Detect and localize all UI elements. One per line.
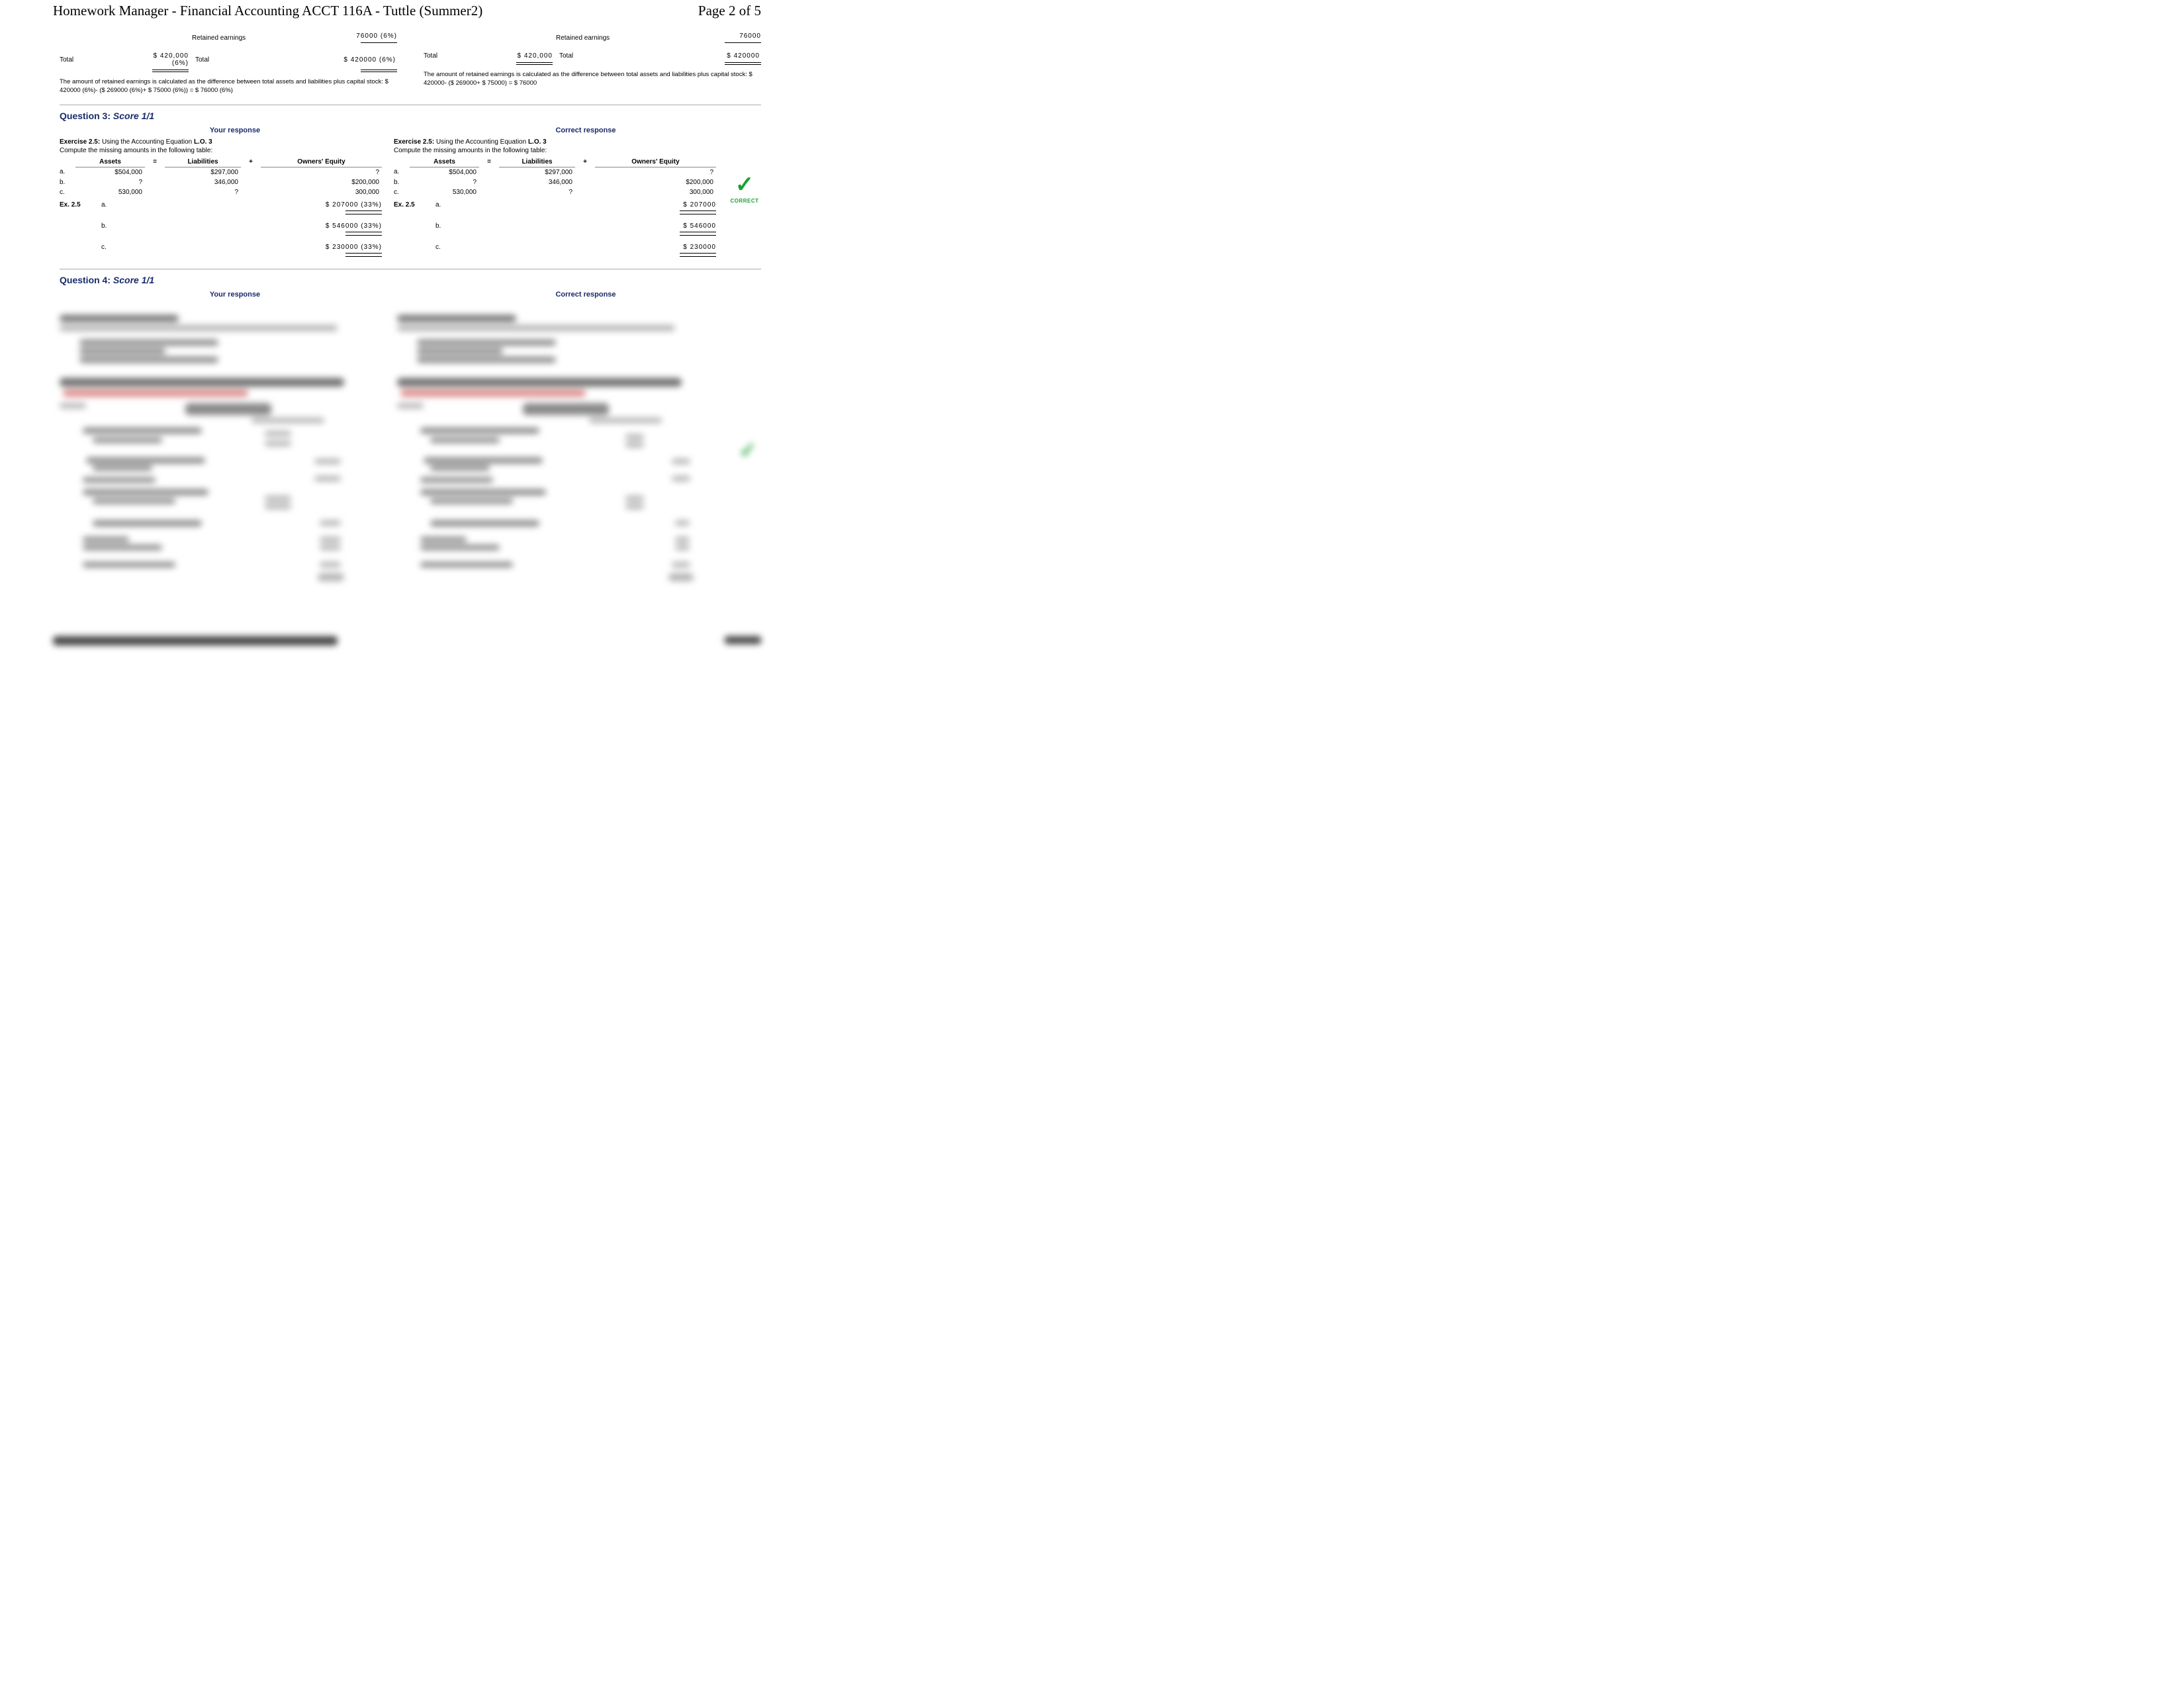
ex-text: Using the Accounting Equation: [436, 138, 526, 146]
q4-correct-mark: ✓: [731, 312, 764, 463]
q3-header: Question 3: Score 1/1: [60, 111, 761, 121]
q4-header: Question 4: Score 1/1: [60, 275, 761, 285]
th-eq: =: [145, 157, 165, 167]
footer-left-blob: [53, 636, 338, 645]
table-row: b.?346,000$200,000: [394, 177, 716, 187]
th-assets-r: Assets: [410, 157, 479, 167]
footer-right-blob: [725, 636, 761, 644]
exercise-line-l: Exercise 2.5: Using the Accounting Equat…: [60, 138, 382, 146]
table-row: c.530,000?300,000: [60, 187, 382, 197]
footer-blurred: [53, 636, 761, 648]
exercise-line-r: Exercise 2.5: Using the Accounting Equat…: [394, 138, 716, 146]
total-label-l2: Total: [189, 56, 242, 64]
th-liab: Liabilities: [165, 157, 241, 167]
q3-title: Question 3:: [60, 111, 111, 121]
table-row: c.530,000?300,000: [394, 187, 716, 197]
checkmark-icon: ✓: [728, 171, 761, 198]
note-left: The amount of retained earnings is calcu…: [60, 78, 397, 95]
table-row: b.?346,000$200,000: [60, 177, 382, 187]
q4-blur-left: [56, 312, 394, 463]
table-row: a.$504,000$297,000?: [60, 167, 382, 177]
total-label-l: Total: [60, 56, 136, 64]
total-rval-l: $ 420000 (6%): [343, 56, 396, 64]
total-label-r: Total: [424, 52, 500, 60]
content-area: Retained earnings 76000 (6%) Total $ 420…: [60, 32, 761, 616]
re-label-r: Retained earnings: [424, 34, 695, 42]
th-plus: +: [241, 157, 261, 167]
page-title: Homework Manager - Financial Accounting …: [53, 3, 482, 19]
re-row-left: Retained earnings 76000 (6%): [60, 32, 397, 43]
th-plus-r: +: [575, 157, 595, 167]
re-label: Retained earnings: [60, 34, 331, 42]
th-eq-r: =: [479, 157, 499, 167]
blur-overlay: ✓: [56, 312, 764, 623]
ex-prefix: Exercise 2.5:: [394, 138, 434, 146]
dbl-underline: [516, 62, 553, 63]
compute-line-l: Compute the missing amounts in the follo…: [60, 147, 382, 154]
eq-table-right: Assets = Liabilities + Owners' Equity a.…: [394, 157, 716, 197]
correct-response-label: Correct response: [410, 126, 761, 134]
q2-tail: Retained earnings 76000 (6%) Total $ 420…: [60, 32, 761, 95]
q4-response-labels: Your response Correct response: [60, 291, 761, 299]
total-label-r2: Total: [553, 52, 606, 60]
q4-title: Question 4:: [60, 275, 111, 285]
q4-your-response-label: Your response: [60, 291, 410, 299]
total-row-right: Total $ 420,000 Total $ 420000: [424, 43, 761, 60]
dbl-underline: [725, 62, 761, 63]
ex-text: Using the Accounting Equation: [102, 138, 192, 146]
q4-blurred-content: ✓: [60, 305, 761, 616]
q3-score: Score 1/1: [113, 111, 154, 121]
response-labels: Your response Correct response: [60, 126, 761, 134]
total-lval-r: $ 420,000: [500, 52, 553, 60]
ex-lo: L.O. 3: [528, 138, 547, 146]
your-response-label: Your response: [60, 126, 410, 134]
ex-prefix: Exercise 2.5:: [60, 138, 100, 146]
th-own-r: Owners' Equity: [595, 157, 716, 167]
page-header: Homework Manager - Financial Accounting …: [0, 0, 814, 32]
q4-blur-right: [394, 312, 731, 463]
compute-line-r: Compute the missing amounts in the follo…: [394, 147, 716, 154]
q3-correct-col: Exercise 2.5: Using the Accounting Equat…: [394, 138, 716, 259]
correct-mark-q3: ✓ CORRECT: [728, 138, 761, 259]
th-assets: Assets: [75, 157, 145, 167]
re-value-left: 76000 (6%): [356, 32, 397, 40]
ex-lo: L.O. 3: [194, 138, 212, 146]
th-own: Owners' Equity: [261, 157, 382, 167]
page-number: Page 2 of 5: [698, 3, 761, 19]
total-rval-r: $ 420000: [727, 52, 760, 60]
ex-answers-left: Ex. 2.5a.$ 207000 (33%) b.$ 546000 (33%)…: [60, 201, 382, 257]
q4-score: Score 1/1: [113, 275, 154, 285]
th-liab-r: Liabilities: [499, 157, 575, 167]
q3-your-col: Exercise 2.5: Using the Accounting Equat…: [60, 138, 382, 259]
eq-table-left: Assets = Liabilities + Owners' Equity a.…: [60, 157, 382, 197]
page-container: Homework Manager - Financial Accounting …: [0, 0, 814, 648]
underline: [361, 42, 397, 43]
underline: [725, 42, 761, 43]
q4-correct-response-label: Correct response: [410, 291, 761, 299]
ex-answers-right: Ex. 2.5a.$ 207000 b.$ 546000 c.$ 230000: [394, 201, 716, 257]
total-lval-l: $ 420,000 (6%): [136, 52, 189, 67]
re-value-right: 76000: [739, 32, 761, 40]
q3-body: Exercise 2.5: Using the Accounting Equat…: [60, 138, 761, 259]
note-right: The amount of retained earnings is calcu…: [424, 71, 761, 88]
total-row-left: Total $ 420,000 (6%) Total $ 420000 (6%): [60, 43, 397, 67]
correct-label: CORRECT: [728, 198, 761, 204]
re-row-right: Retained earnings 76000: [424, 32, 761, 43]
q2-right-col: Retained earnings 76000 Total $ 420,000 …: [424, 32, 761, 95]
q2-left-col: Retained earnings 76000 (6%) Total $ 420…: [60, 32, 397, 95]
table-row: a.$504,000$297,000?: [394, 167, 716, 177]
